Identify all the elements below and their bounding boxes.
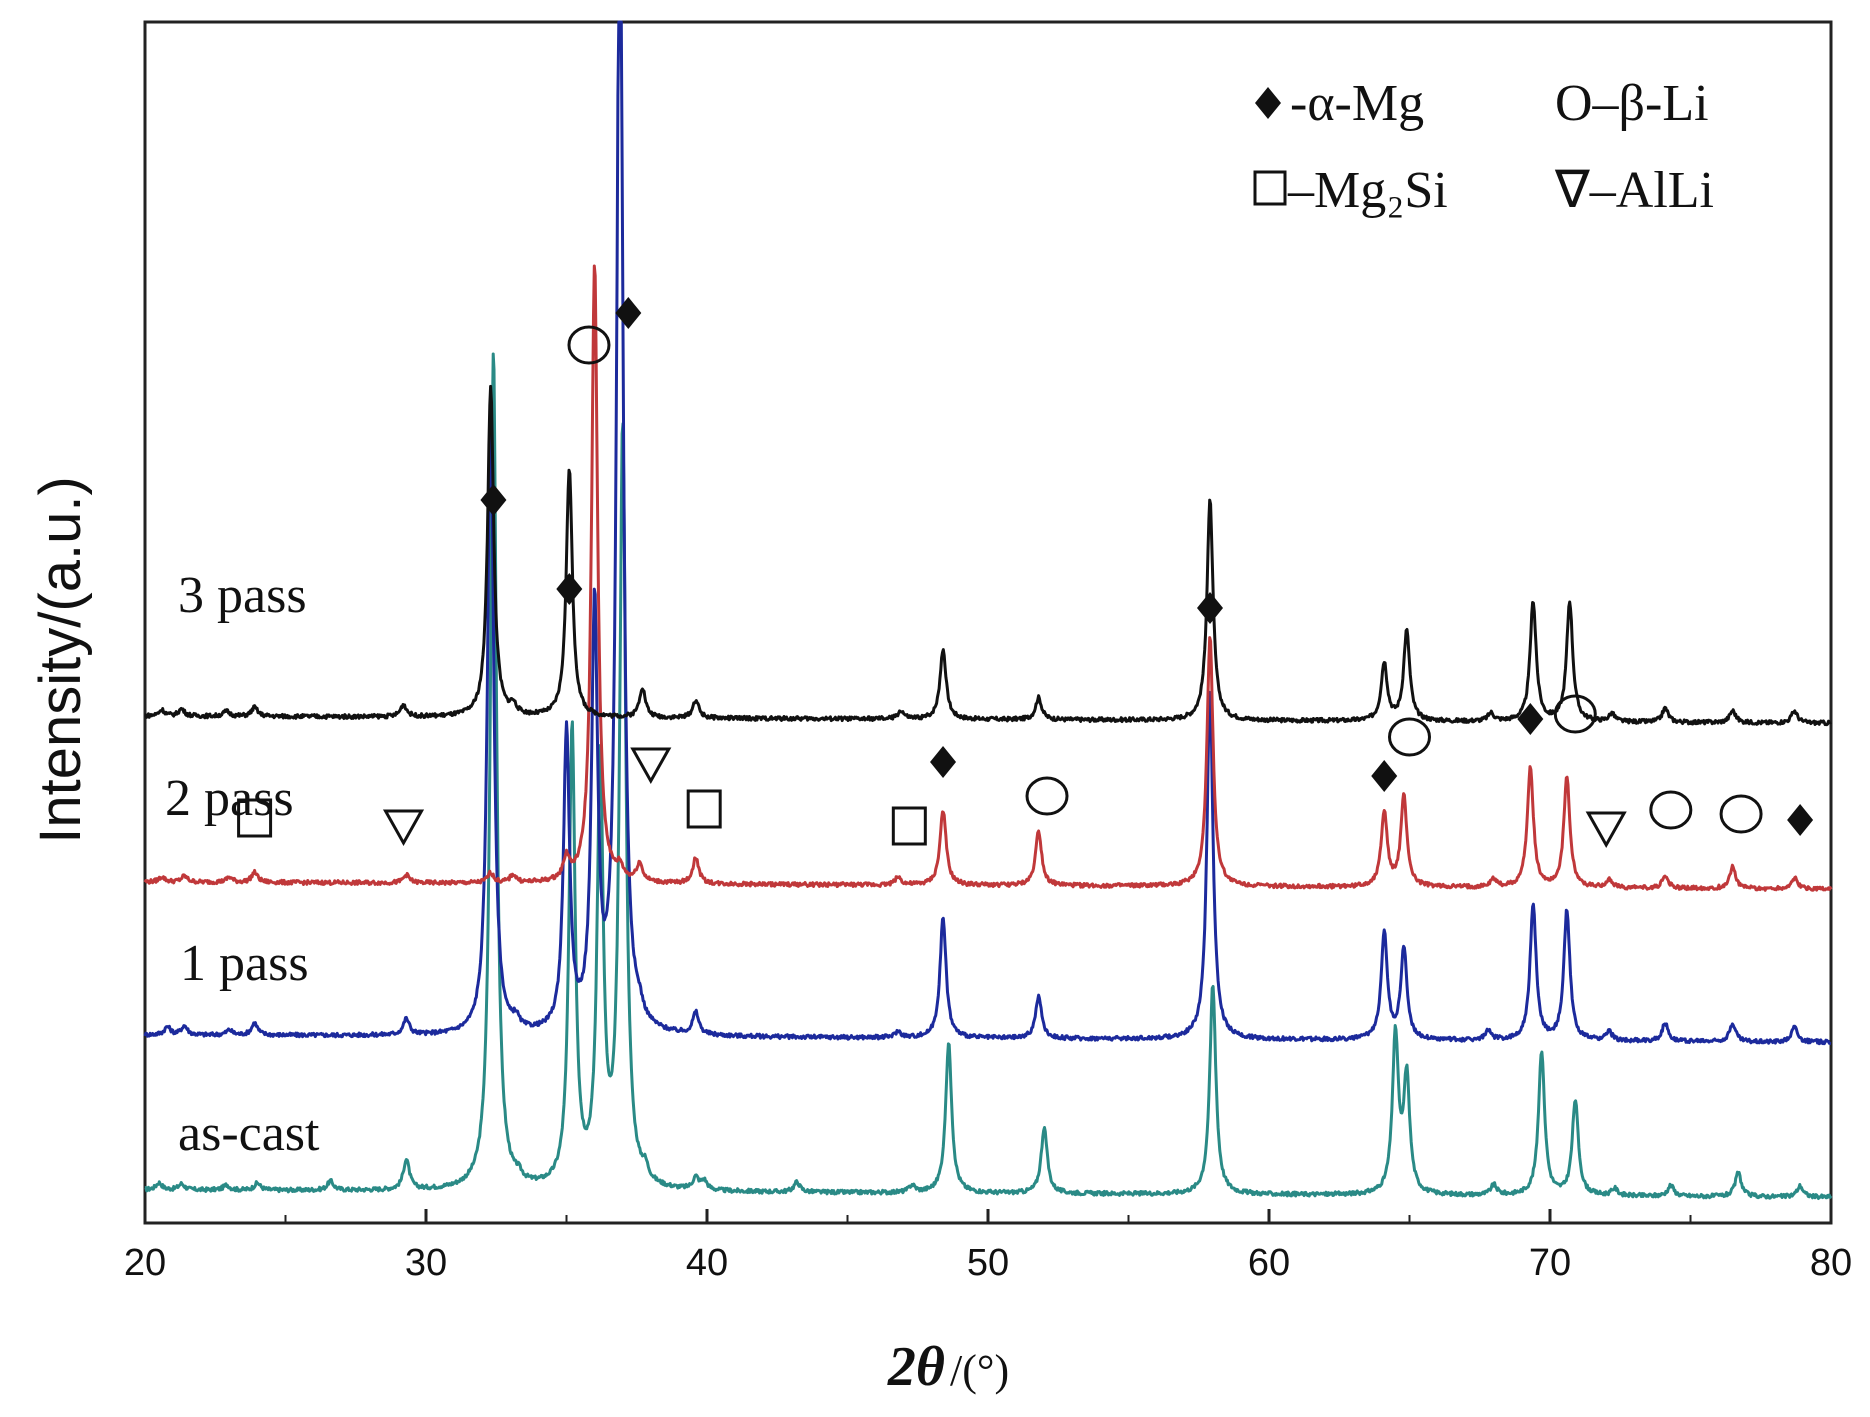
x-axis-title-symbol: 2θ [887,1336,945,1398]
legend: -α-Mg O–β-Li –Mg₂Si ∇–AlLi [1253,75,1714,219]
beta-li-circle-icon [1553,694,1597,734]
legend-label-mg2si: –Mg₂Si [1287,162,1448,219]
mg2si-square-icon [686,789,722,829]
y-axis-title: Intensity/(a.u.) [28,476,93,843]
beta-li-circle-icon [1388,717,1431,757]
series-line-3-pass [144,384,1832,727]
x-tick-label: 20 [124,1242,166,1284]
x-tick-label: 80 [1810,1242,1852,1284]
legend-square-icon [1253,170,1287,206]
x-tick-label: 50 [967,1242,1009,1284]
beta-li-circle-icon [1649,790,1693,830]
x-tick-label: 70 [1529,1242,1571,1284]
series-label-as-cast: as-cast [178,1105,320,1162]
legend-label-alli: ∇–AlLi [1554,162,1714,219]
alpha-mg-diamond-icon [1371,760,1398,792]
legend-diamond-icon [1255,87,1281,119]
series-line-2-pass [143,264,1833,892]
beta-li-circle-icon [567,325,611,365]
x-tick-label: 30 [405,1242,447,1284]
series-line-as-cast [144,352,1833,1200]
peak-annotations [237,297,1814,849]
series-label-2-pass: 2 pass [165,770,294,827]
alli-triangle-icon [630,747,672,785]
beta-li-circle-icon [1719,794,1763,834]
x-tick-label: 40 [686,1242,728,1284]
alpha-mg-diamond-icon [615,297,642,329]
series-line-1-pass [143,20,1832,1046]
alpha-mg-diamond-icon [1517,703,1544,735]
alli-triangle-icon [382,809,425,847]
series-label-3-pass: 3 pass [178,567,307,624]
x-axis-ticks: 20 30 40 50 60 70 80 [124,1209,1852,1284]
x-tick-label: 60 [1248,1242,1290,1284]
series-layer [143,20,1833,1200]
mg2si-square-icon [237,798,273,838]
legend-label-beta-li: O–β-Li [1555,75,1709,132]
alpha-mg-diamond-icon [556,573,583,605]
alpha-mg-diamond-icon [1787,804,1814,836]
series-label-1-pass: 1 pass [180,935,309,992]
alli-triangle-icon [1585,811,1627,849]
alpha-mg-diamond-icon [1196,592,1223,624]
alpha-mg-diamond-icon [480,484,507,516]
beta-li-circle-icon [1025,776,1069,816]
x-axis-title-unit: /(°) [950,1346,1009,1395]
alpha-mg-diamond-icon [930,746,957,778]
mg2si-square-icon [891,806,927,846]
legend-label-alpha-mg: -α-Mg [1290,75,1424,132]
